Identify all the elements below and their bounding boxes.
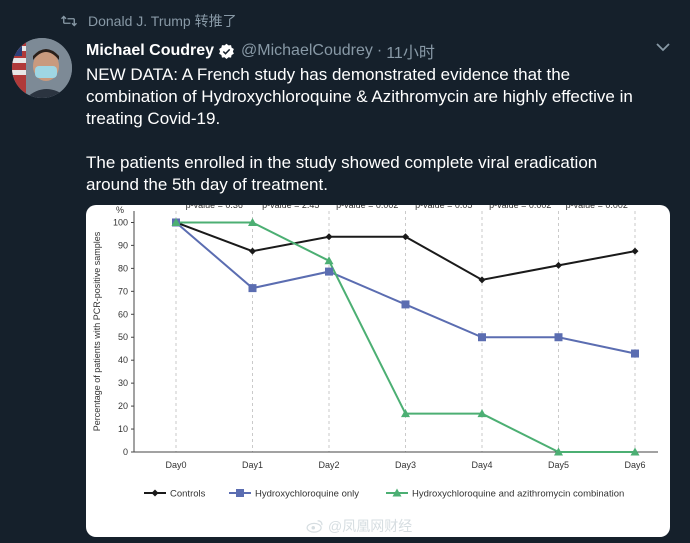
data-point-series-2 xyxy=(401,409,410,418)
x-tick-label: Day3 xyxy=(395,460,416,470)
x-tick-label: Day0 xyxy=(165,460,186,470)
tweet-paragraph: NEW DATA: A French study has demonstrate… xyxy=(86,65,633,128)
y-tick-label: 90 xyxy=(118,240,128,250)
tweet-time[interactable]: 11小时 xyxy=(386,45,435,62)
y-tick-label: 80 xyxy=(118,263,128,273)
y-tick-label: 20 xyxy=(118,401,128,411)
p-value-label: p-value = 0.05 xyxy=(415,205,472,210)
tweet-text: NEW DATA: A French study has demonstrate… xyxy=(86,64,676,196)
verified-badge-icon xyxy=(219,43,234,59)
data-point-series-1 xyxy=(478,333,486,342)
weibo-icon xyxy=(306,520,323,533)
data-point-series-1 xyxy=(325,267,333,276)
data-point-series-2 xyxy=(171,217,181,226)
x-tick-label: Day5 xyxy=(548,460,569,470)
tweet-media-chart[interactable]: 0 10 20 30 40 50 60 70 80 90 100% Percentage of pat… xyxy=(86,205,670,537)
chevron-down-icon[interactable] xyxy=(656,42,670,52)
retweet-header[interactable]: Donald J. Trump 转推了 xyxy=(60,11,237,31)
data-point-series-0 xyxy=(249,247,256,255)
watermark-text: @凤凰网财经 xyxy=(328,518,413,534)
avatar-image xyxy=(12,38,72,98)
y-tick-label: 0 xyxy=(123,447,128,457)
data-point-series-2 xyxy=(248,217,257,226)
data-point-series-1 xyxy=(554,333,563,342)
p-value-label: p-value = 0.002 xyxy=(566,205,628,210)
y-tick-label: 60 xyxy=(118,309,128,319)
x-tick-label: Day6 xyxy=(624,460,645,470)
author-handle[interactable]: @MichaelCoudrey xyxy=(241,42,373,59)
legend-swatch-marker xyxy=(151,489,159,497)
data-point-series-0 xyxy=(325,233,333,241)
y-tick-label: 50 xyxy=(118,332,128,342)
y-tick-label: 100 xyxy=(113,217,128,227)
x-tick-label: Day4 xyxy=(471,460,492,470)
watermark: @凤凰网财经 xyxy=(306,516,412,536)
legend-label: Controls xyxy=(170,489,206,500)
avatar[interactable] xyxy=(12,38,72,98)
retweet-icon xyxy=(61,15,77,27)
tweet-paragraph: The patients enrolled in the study showe… xyxy=(86,153,598,194)
p-value-label: p-value = 0.36 xyxy=(186,205,243,210)
author-name[interactable]: Michael Coudrey xyxy=(86,42,215,59)
data-point-series-2 xyxy=(630,447,640,456)
y-unit-label: % xyxy=(116,205,124,215)
data-point-series-1 xyxy=(248,284,257,293)
separator-dot: · xyxy=(376,42,383,59)
legend-label: Hydroxychloroquine only xyxy=(255,489,359,500)
legend-label: Hydroxychloroquine and azithromycin comb… xyxy=(412,489,624,500)
data-point-series-2 xyxy=(324,256,334,265)
y-axis-title: Percentage of patients with PCR-positive… xyxy=(92,231,102,431)
data-point-series-1 xyxy=(631,349,639,358)
line-chart: 0 10 20 30 40 50 60 70 80 90 100% Percentage of pat… xyxy=(92,205,658,500)
p-value-label: p-value = 2.45 xyxy=(262,205,319,210)
retweet-label: Donald J. Trump 转推了 xyxy=(88,13,237,29)
y-tick-label: 10 xyxy=(118,424,128,434)
data-point-series-0 xyxy=(402,233,409,241)
x-tick-label: Day1 xyxy=(242,460,263,470)
y-tick-label: 40 xyxy=(118,355,128,365)
legend-swatch-marker xyxy=(392,488,402,497)
x-tick-label: Day2 xyxy=(318,460,339,470)
p-value-label: p-value = 0.002 xyxy=(336,205,398,210)
y-tick-label: 70 xyxy=(118,286,128,296)
p-value-label: p-value = 0.002 xyxy=(489,205,551,210)
data-point-series-0 xyxy=(631,247,639,255)
data-point-series-0 xyxy=(555,261,562,269)
data-point-series-0 xyxy=(478,276,486,284)
data-point-series-2 xyxy=(554,447,563,456)
legend-swatch-marker xyxy=(236,489,244,497)
y-tick-label: 30 xyxy=(118,378,128,388)
data-point-series-2 xyxy=(477,409,487,418)
tweet-header: Michael Coudrey @MichaelCoudrey · 11小时 xyxy=(86,39,435,63)
data-point-series-1 xyxy=(401,300,410,309)
